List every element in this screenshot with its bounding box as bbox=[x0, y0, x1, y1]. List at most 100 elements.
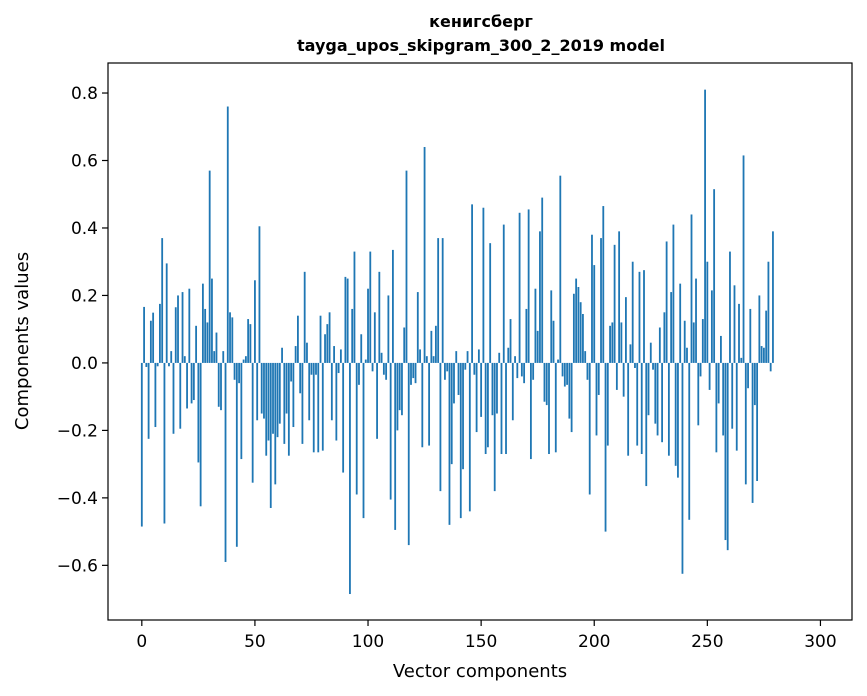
bar bbox=[717, 362, 720, 404]
bar bbox=[235, 362, 238, 547]
y-tick-label: 0.0 bbox=[71, 354, 98, 374]
bar bbox=[161, 238, 164, 363]
bar bbox=[220, 362, 222, 411]
bar bbox=[267, 362, 270, 441]
bar bbox=[636, 362, 639, 446]
bar bbox=[181, 292, 184, 363]
x-axis-label: Vector components bbox=[393, 661, 567, 682]
bar bbox=[550, 290, 553, 363]
bar bbox=[527, 209, 530, 363]
bar bbox=[430, 330, 433, 363]
bar bbox=[373, 312, 376, 363]
bar bbox=[543, 362, 546, 402]
bar bbox=[523, 362, 526, 384]
bar bbox=[593, 265, 596, 363]
y-tick-label: −0.6 bbox=[57, 556, 98, 576]
bar bbox=[672, 224, 675, 363]
bar bbox=[177, 295, 179, 363]
bar bbox=[625, 297, 627, 363]
bar bbox=[726, 362, 729, 551]
bar bbox=[355, 362, 358, 495]
bar bbox=[611, 322, 614, 363]
bar bbox=[453, 362, 455, 404]
bar bbox=[760, 346, 763, 363]
bar bbox=[242, 359, 245, 363]
bar bbox=[337, 362, 340, 374]
bar bbox=[466, 351, 469, 363]
bar bbox=[367, 288, 369, 363]
bar bbox=[514, 356, 516, 363]
bar bbox=[378, 271, 381, 363]
bar bbox=[192, 362, 195, 401]
bar bbox=[561, 362, 564, 377]
bar bbox=[566, 362, 568, 385]
bar bbox=[231, 317, 234, 363]
bar bbox=[575, 278, 578, 363]
y-tick-label: −0.2 bbox=[57, 421, 98, 441]
bar bbox=[582, 314, 584, 363]
bar bbox=[622, 362, 625, 397]
bar bbox=[731, 362, 734, 429]
bar bbox=[380, 352, 383, 363]
bar bbox=[665, 241, 668, 363]
bar bbox=[208, 170, 211, 363]
bar bbox=[683, 320, 686, 363]
bar bbox=[143, 306, 145, 363]
bar bbox=[179, 362, 182, 429]
bar bbox=[595, 362, 598, 436]
bar bbox=[756, 362, 759, 481]
bar bbox=[342, 362, 345, 473]
bar bbox=[224, 362, 227, 562]
bar bbox=[690, 214, 693, 363]
bar bbox=[306, 342, 308, 363]
bar bbox=[704, 89, 706, 363]
bar bbox=[747, 362, 749, 389]
bar bbox=[484, 362, 487, 455]
bar bbox=[312, 362, 315, 453]
x-tick-label: 250 bbox=[691, 632, 723, 652]
bar bbox=[222, 351, 225, 363]
bar bbox=[769, 362, 772, 372]
bar bbox=[629, 344, 632, 363]
bar bbox=[403, 327, 406, 363]
bar bbox=[369, 251, 372, 363]
bar bbox=[398, 362, 401, 411]
bar bbox=[681, 362, 684, 574]
bar bbox=[697, 362, 700, 426]
y-tick-label: 0.6 bbox=[71, 152, 98, 172]
bar bbox=[586, 362, 589, 380]
bar bbox=[358, 362, 360, 385]
bar bbox=[762, 347, 765, 363]
bar bbox=[410, 362, 412, 385]
bar bbox=[156, 362, 159, 367]
bar bbox=[667, 362, 670, 456]
bar bbox=[349, 362, 351, 595]
bar bbox=[482, 207, 485, 363]
bar bbox=[414, 362, 417, 384]
bar bbox=[477, 349, 480, 363]
bar bbox=[591, 234, 593, 363]
bar bbox=[281, 347, 283, 363]
bar bbox=[597, 362, 600, 395]
bar bbox=[326, 324, 329, 363]
bar bbox=[772, 231, 774, 363]
bar bbox=[441, 238, 444, 363]
bar bbox=[654, 362, 657, 424]
bar bbox=[152, 312, 155, 363]
bar bbox=[545, 362, 548, 406]
bar bbox=[201, 283, 204, 363]
bar bbox=[412, 362, 415, 379]
bar bbox=[297, 315, 299, 363]
bar bbox=[645, 362, 648, 487]
bar bbox=[588, 362, 591, 495]
bar bbox=[376, 362, 378, 439]
bar bbox=[670, 292, 673, 363]
bar bbox=[753, 362, 756, 406]
bar bbox=[217, 362, 220, 407]
bar bbox=[197, 362, 200, 463]
bar bbox=[423, 147, 426, 363]
bar bbox=[487, 362, 489, 448]
bar bbox=[692, 322, 695, 363]
bar bbox=[149, 320, 152, 363]
